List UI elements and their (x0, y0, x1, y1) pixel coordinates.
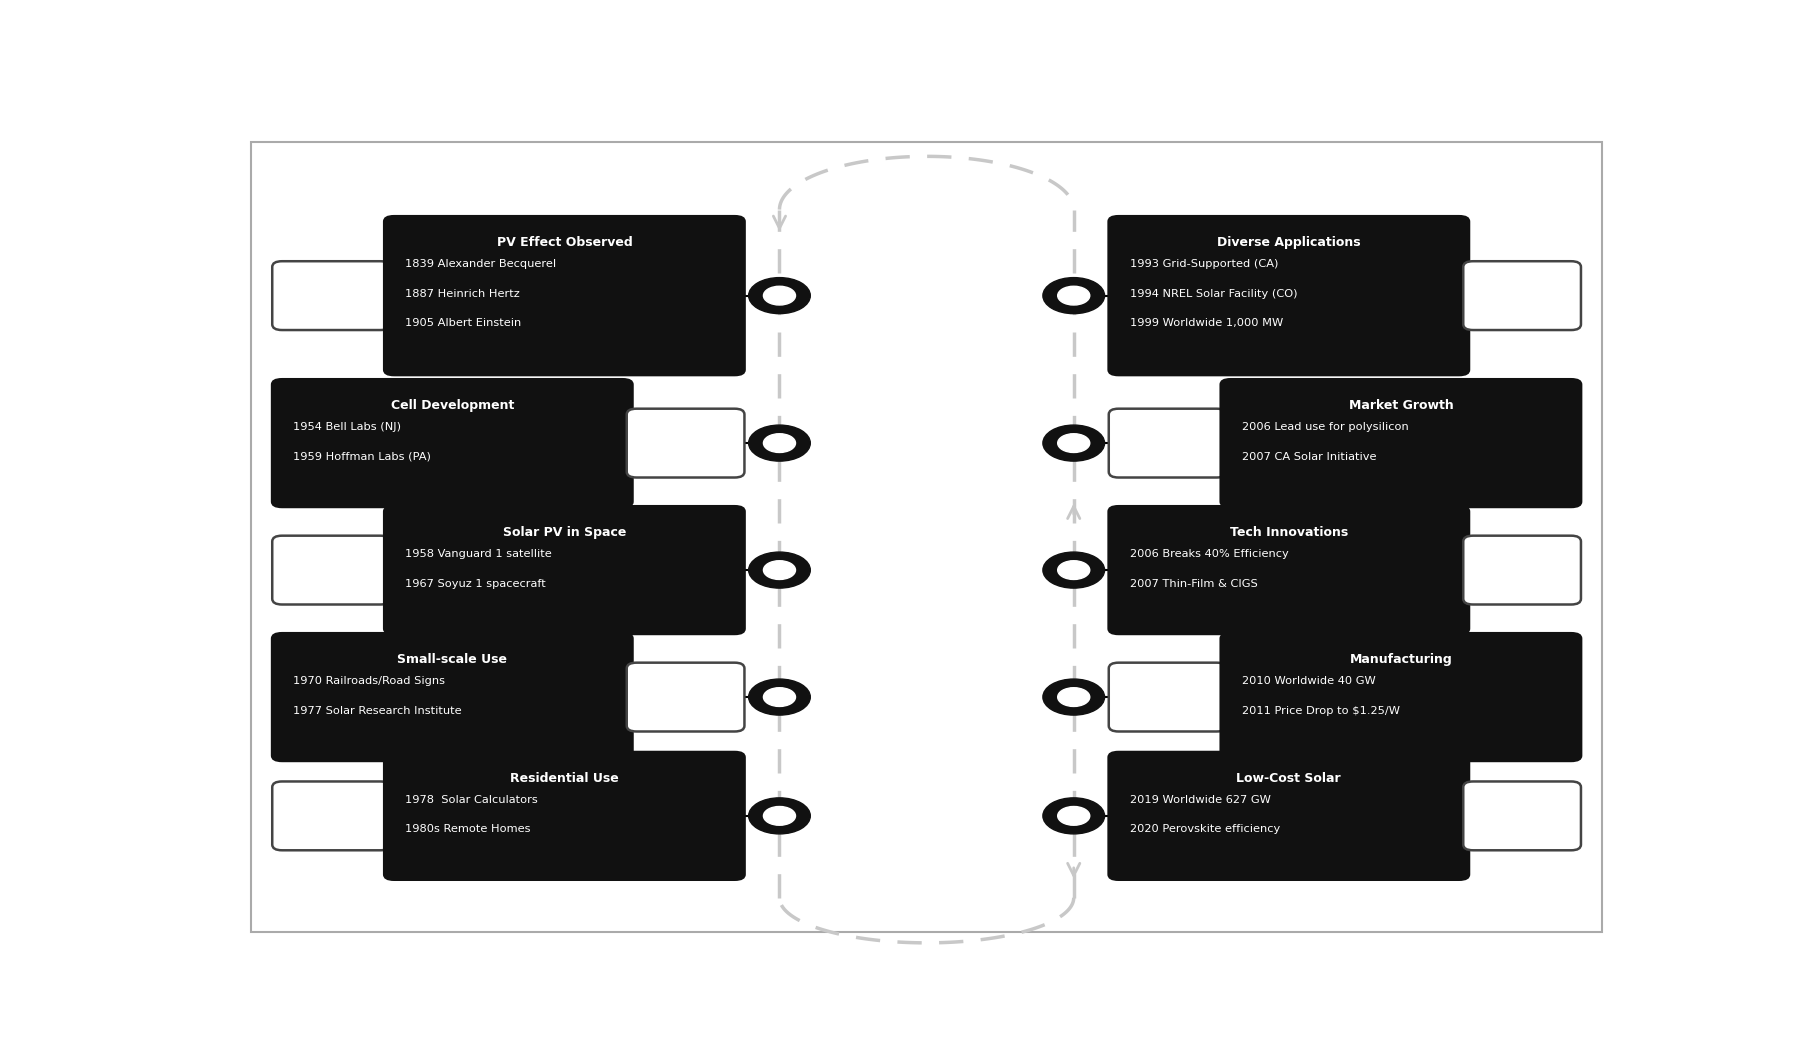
Text: 1978  Solar Calculators: 1978 Solar Calculators (405, 795, 538, 805)
Text: 2006 Lead use for polysilicon: 2006 Lead use for polysilicon (1241, 422, 1408, 432)
Circle shape (1043, 278, 1104, 314)
FancyBboxPatch shape (1108, 663, 1225, 731)
Circle shape (1043, 426, 1104, 461)
Circle shape (1057, 687, 1090, 706)
Circle shape (1057, 434, 1090, 452)
Circle shape (763, 687, 795, 706)
Circle shape (1043, 679, 1104, 715)
Text: 1887 Heinrich Hertz: 1887 Heinrich Hertz (405, 288, 520, 299)
Text: PV Effect Observed: PV Effect Observed (497, 236, 632, 249)
Text: Market Growth: Market Growth (1348, 399, 1453, 412)
Circle shape (748, 798, 810, 834)
FancyBboxPatch shape (1462, 262, 1579, 330)
FancyBboxPatch shape (1106, 505, 1469, 635)
Text: Tech Innovations: Tech Innovations (1229, 527, 1348, 539)
FancyBboxPatch shape (1218, 378, 1581, 509)
Text: Low-Cost Solar: Low-Cost Solar (1236, 772, 1341, 785)
Text: Cell Development: Cell Development (390, 399, 513, 412)
Circle shape (1043, 552, 1104, 588)
FancyBboxPatch shape (383, 215, 746, 377)
Circle shape (763, 807, 795, 826)
Circle shape (1057, 286, 1090, 305)
Text: Residential Use: Residential Use (510, 772, 618, 785)
Circle shape (1043, 798, 1104, 834)
Text: 2019 Worldwide 627 GW: 2019 Worldwide 627 GW (1129, 795, 1270, 805)
Text: 2011 Price Drop to $1.25/W: 2011 Price Drop to $1.25/W (1241, 705, 1399, 716)
Text: 2006 Breaks 40% Efficiency: 2006 Breaks 40% Efficiency (1129, 549, 1288, 560)
FancyBboxPatch shape (271, 378, 634, 509)
FancyBboxPatch shape (273, 262, 390, 330)
Circle shape (748, 426, 810, 461)
Text: 1999 Worldwide 1,000 MW: 1999 Worldwide 1,000 MW (1129, 318, 1283, 328)
Text: 2007 CA Solar Initiative: 2007 CA Solar Initiative (1241, 452, 1375, 462)
Text: Small-scale Use: Small-scale Use (398, 653, 508, 666)
Circle shape (748, 278, 810, 314)
Text: 1958 Vanguard 1 satellite: 1958 Vanguard 1 satellite (405, 549, 551, 560)
Circle shape (763, 561, 795, 580)
Text: 1977 Solar Research Institute: 1977 Solar Research Institute (293, 705, 461, 716)
FancyBboxPatch shape (1218, 632, 1581, 762)
FancyBboxPatch shape (1462, 535, 1579, 604)
Circle shape (763, 286, 795, 305)
Circle shape (748, 679, 810, 715)
Circle shape (1057, 807, 1090, 826)
Text: 1905 Albert Einstein: 1905 Albert Einstein (405, 318, 520, 328)
Text: 2007 Thin-Film & CIGS: 2007 Thin-Film & CIGS (1129, 579, 1258, 588)
Text: 2020 Perovskite efficiency: 2020 Perovskite efficiency (1129, 825, 1279, 834)
Text: 1980s Remote Homes: 1980s Remote Homes (405, 825, 531, 834)
Text: 1994 NREL Solar Facility (CO): 1994 NREL Solar Facility (CO) (1129, 288, 1297, 299)
FancyBboxPatch shape (1462, 781, 1579, 850)
FancyBboxPatch shape (271, 632, 634, 762)
Text: 1954 Bell Labs (NJ): 1954 Bell Labs (NJ) (293, 422, 401, 432)
FancyBboxPatch shape (1106, 215, 1469, 377)
Text: Solar PV in Space: Solar PV in Space (502, 527, 625, 539)
FancyBboxPatch shape (1108, 409, 1225, 478)
FancyBboxPatch shape (383, 751, 746, 881)
FancyBboxPatch shape (273, 781, 390, 850)
Circle shape (748, 552, 810, 588)
Text: Diverse Applications: Diverse Applications (1216, 236, 1361, 249)
FancyBboxPatch shape (1106, 751, 1469, 881)
Circle shape (1057, 561, 1090, 580)
Circle shape (763, 434, 795, 452)
FancyBboxPatch shape (273, 535, 390, 604)
Text: Manufacturing: Manufacturing (1348, 653, 1451, 666)
Text: 1993 Grid-Supported (CA): 1993 Grid-Supported (CA) (1129, 260, 1278, 269)
Text: 1839 Alexander Becquerel: 1839 Alexander Becquerel (405, 260, 557, 269)
Text: 2010 Worldwide 40 GW: 2010 Worldwide 40 GW (1241, 677, 1375, 686)
Text: 1967 Soyuz 1 spacecraft: 1967 Soyuz 1 spacecraft (405, 579, 546, 588)
Text: 1959 Hoffman Labs (PA): 1959 Hoffman Labs (PA) (293, 452, 430, 462)
FancyBboxPatch shape (627, 409, 744, 478)
FancyBboxPatch shape (627, 663, 744, 731)
Text: 1970 Railroads/Road Signs: 1970 Railroads/Road Signs (293, 677, 445, 686)
FancyBboxPatch shape (383, 505, 746, 635)
